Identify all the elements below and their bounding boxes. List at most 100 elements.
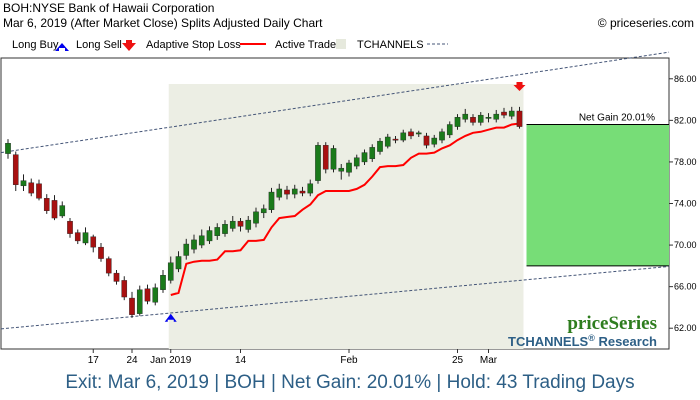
candle-body	[5, 143, 11, 154]
candle-body	[330, 148, 337, 170]
candle-body	[315, 145, 321, 181]
y-tick-label: 78.00	[674, 157, 697, 167]
candle-body	[152, 287, 159, 303]
candle-body	[384, 136, 391, 147]
sell-arrow-icon	[122, 40, 136, 51]
candle-body	[501, 111, 507, 116]
candle-body	[284, 189, 290, 195]
candle-body	[59, 205, 66, 217]
legend-adaptive-stop-label: Adaptive Stop Loss	[146, 39, 241, 51]
adaptive-stop-line	[170, 122, 520, 296]
y-tick-label: 70.00	[674, 240, 697, 250]
candle-body	[493, 113, 500, 120]
net-gain-label: Net Gain 20.01%	[579, 113, 655, 124]
candle-body	[214, 227, 221, 236]
candle-body	[353, 157, 360, 167]
legend: Long Buy Long Sell Adaptive Stop Loss Ac…	[12, 39, 448, 51]
candle-body	[129, 297, 135, 315]
legend-long-buy-label: Long Buy	[12, 39, 59, 51]
candle-body	[206, 230, 213, 242]
chart-title: BOH:NYSE Bank of Hawaii Corporation	[3, 1, 215, 15]
brand-name: priceSeries	[567, 313, 657, 334]
candle-body	[291, 188, 298, 195]
buy-arrow-icon	[55, 43, 69, 51]
candle-body	[260, 208, 267, 214]
candle-body	[400, 132, 407, 141]
legend-long-sell-label: Long Sell	[76, 39, 122, 51]
candle-body	[67, 220, 73, 234]
candle-body	[28, 182, 35, 194]
candle-body	[222, 224, 228, 234]
candle-body	[191, 239, 197, 250]
y-tick-label: 74.00	[674, 199, 697, 209]
y-tick-label: 62.00	[674, 323, 697, 333]
legend-tchannels-label: TCHANNELS	[357, 39, 424, 51]
candle-body	[485, 117, 492, 119]
candle-body	[237, 220, 244, 227]
active-trade-region	[168, 84, 524, 349]
y-tick-label: 66.00	[674, 282, 697, 292]
candle-body	[299, 190, 306, 194]
x-tick-label: Feb	[340, 355, 358, 366]
candle-body	[82, 232, 89, 244]
brand-research: TCHANNELS® Research	[508, 333, 657, 349]
plot-area: Net Gain 20.01% 62.00 66.00 70.00 74.00 78.00…	[0, 51, 697, 366]
x-tick-label: 17	[88, 355, 100, 366]
candle-body	[90, 236, 97, 248]
candle-body	[377, 140, 383, 152]
candle-body	[183, 243, 190, 256]
candle-body	[144, 288, 151, 302]
candle-body	[113, 272, 120, 282]
y-tick-label: 86.00	[674, 74, 697, 84]
y-tick-label: 82.00	[674, 115, 697, 125]
candle-body	[98, 246, 104, 259]
candle-body	[74, 232, 81, 242]
candle-body	[160, 275, 166, 290]
candle-body	[43, 198, 50, 211]
candle-body	[423, 135, 430, 146]
copyright: © priceseries.com	[597, 16, 694, 30]
candle-body	[338, 167, 345, 172]
candle-body	[369, 147, 376, 160]
candle-body	[462, 113, 469, 120]
legend-active-swatch	[336, 39, 346, 49]
candle-body	[268, 191, 275, 210]
candle-body	[415, 132, 422, 135]
candle-body	[446, 124, 453, 136]
channel-lower-line	[0, 265, 670, 330]
x-tick-label: Mar	[480, 355, 498, 366]
x-tick-label: 14	[235, 355, 247, 366]
legend-active-trade-label: Active Trade	[275, 39, 336, 51]
candle-body	[361, 152, 368, 163]
sell-marker-icon	[513, 82, 526, 92]
candle-body	[470, 117, 476, 123]
candle-body	[198, 235, 205, 246]
candle-body	[508, 110, 515, 117]
candle-body	[346, 162, 352, 173]
candle-body	[516, 110, 523, 127]
x-tick-label: 25	[452, 355, 464, 366]
candle-body	[36, 183, 42, 199]
candle-body	[307, 183, 314, 194]
trade-summary-footer: Exit: Mar 6, 2019 | BOH | Net Gain: 20.0…	[65, 372, 635, 393]
candle-body	[276, 188, 283, 198]
candle-body	[439, 131, 445, 141]
candle-body	[105, 258, 112, 274]
candle-body	[20, 180, 27, 187]
candle-body	[408, 131, 414, 137]
net-gain-box	[526, 124, 669, 266]
candle-body	[136, 289, 143, 314]
buy-marker-icon	[164, 313, 177, 322]
candle-body	[175, 256, 182, 270]
candle-body	[392, 138, 399, 141]
candle-body	[229, 220, 236, 229]
x-tick-label: 24	[126, 355, 138, 366]
candle-body	[431, 137, 438, 145]
x-tick-label: Jan 2019	[150, 355, 192, 366]
candle-body	[12, 154, 19, 185]
chart-subtitle: Mar 6, 2019 (After Market Close) Splits …	[3, 16, 323, 30]
candle-body	[121, 280, 128, 298]
candle-body	[477, 114, 484, 123]
candle-body	[253, 211, 259, 224]
